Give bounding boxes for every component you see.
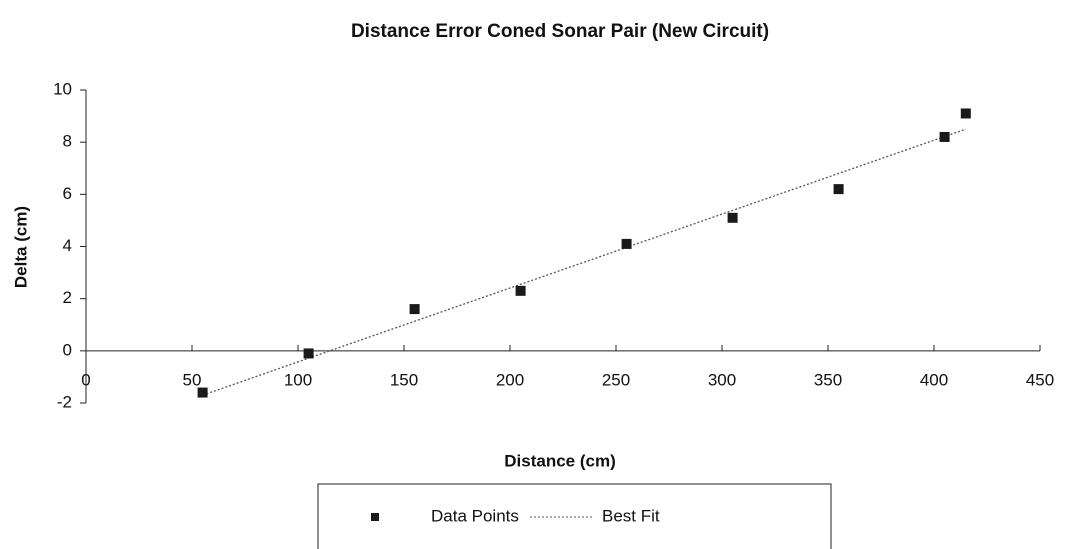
data-point: [833, 184, 844, 195]
x-tick-label: 150: [390, 370, 418, 389]
x-tick-label: 350: [814, 370, 842, 389]
x-tick-label: 400: [920, 370, 948, 389]
y-tick-label: 8: [63, 132, 72, 151]
data-point: [939, 131, 950, 142]
data-point: [303, 348, 314, 359]
chart-title: Distance Error Coned Sonar Pair (New Cir…: [351, 21, 769, 42]
legend-label: Data Points: [431, 506, 519, 525]
x-tick-label: 200: [496, 370, 524, 389]
y-tick-label: 10: [53, 79, 72, 98]
legend-marker: [371, 513, 379, 521]
x-tick-label: 300: [708, 370, 736, 389]
data-point: [960, 108, 971, 119]
best-fit-line: [202, 128, 967, 396]
x-axis-label: Distance (cm): [504, 451, 615, 470]
data-point: [197, 387, 208, 398]
x-tick-label: 450: [1026, 370, 1054, 389]
x-tick-label: 100: [284, 370, 312, 389]
data-point: [515, 285, 526, 296]
x-tick-label: 250: [602, 370, 630, 389]
data-point: [621, 238, 632, 249]
x-tick-label: 50: [183, 370, 202, 389]
data-point: [727, 212, 738, 223]
legend-box: [317, 483, 832, 549]
y-tick-label: 6: [63, 184, 72, 203]
y-tick-label: 2: [63, 288, 72, 307]
y-tick-label: 0: [63, 340, 72, 359]
y-axis-label: Delta (cm): [11, 206, 30, 288]
y-tick-label: 4: [63, 236, 72, 255]
x-tick-label: 0: [81, 370, 90, 389]
y-tick-label: -2: [57, 392, 72, 411]
data-point: [409, 304, 420, 315]
legend-label: Best Fit: [602, 506, 660, 525]
